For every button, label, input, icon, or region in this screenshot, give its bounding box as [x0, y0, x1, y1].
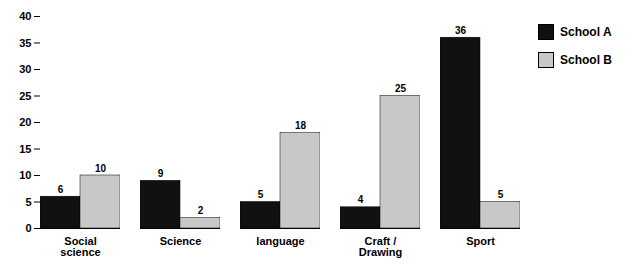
svg-text:Sport: Sport — [466, 235, 495, 247]
svg-text:6: 6 — [58, 184, 64, 195]
svg-text:36: 36 — [455, 25, 467, 36]
svg-text:25: 25 — [395, 83, 407, 94]
svg-text:9: 9 — [158, 168, 164, 179]
html-text:School B: School B — [560, 53, 612, 67]
svg-text:2: 2 — [198, 205, 204, 216]
svg-text:0: 0 — [25, 222, 31, 234]
svg-text:35: 35 — [19, 37, 31, 49]
svg-text:40: 40 — [19, 10, 31, 22]
svg-text:5: 5 — [25, 196, 31, 208]
html-text:School A: School A — [560, 25, 612, 39]
svg-text:15: 15 — [19, 143, 31, 155]
svg-text:Socialscience: Socialscience — [60, 235, 100, 258]
svg-text:5: 5 — [258, 189, 264, 200]
svg-text:20: 20 — [19, 116, 31, 128]
svg-text:Science: Science — [160, 235, 202, 247]
svg-text:30: 30 — [19, 63, 31, 75]
svg-text:4: 4 — [358, 194, 364, 205]
svg-text:10: 10 — [19, 169, 31, 181]
svg-text:5: 5 — [498, 189, 504, 200]
svg-text:language: language — [256, 235, 304, 247]
svg-text:Craft /Drawing: Craft /Drawing — [359, 235, 402, 258]
svg-text:18: 18 — [295, 120, 307, 131]
svg-text:10: 10 — [95, 163, 107, 174]
svg-text:25: 25 — [19, 90, 31, 102]
